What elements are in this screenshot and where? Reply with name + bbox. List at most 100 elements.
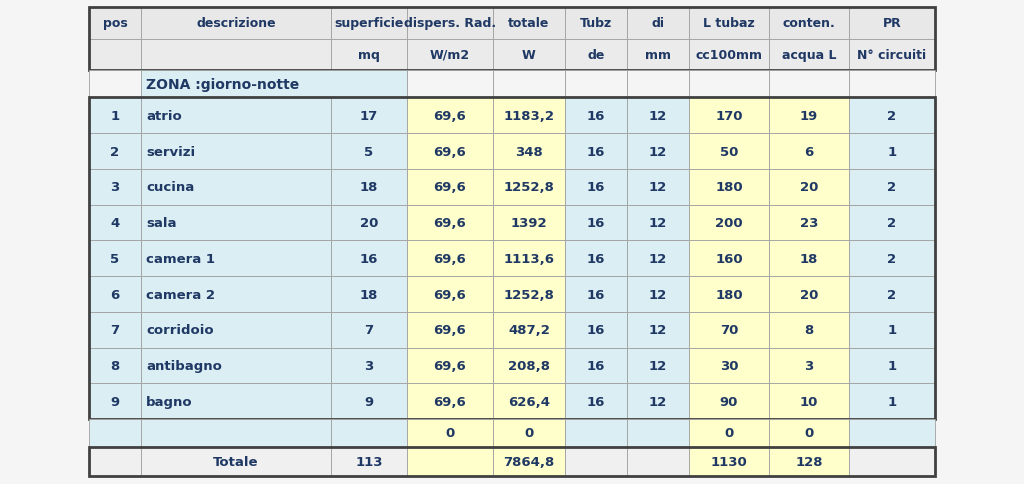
Text: sala: sala (146, 217, 176, 229)
Text: W: W (522, 49, 536, 61)
Bar (141, 169, 331, 205)
Text: cc100mm: cc100mm (695, 49, 763, 61)
Text: pos: pos (102, 17, 127, 30)
Bar (141, 277, 331, 312)
Text: 348: 348 (515, 145, 543, 158)
Text: 16: 16 (587, 395, 605, 408)
Text: 69,6: 69,6 (433, 288, 466, 301)
Text: mq: mq (358, 49, 380, 61)
Bar (627, 277, 689, 312)
Bar (769, 277, 849, 312)
Bar (89, 419, 141, 447)
Text: 128: 128 (796, 455, 822, 468)
Bar (407, 348, 493, 384)
Bar (407, 98, 493, 134)
Bar (407, 312, 493, 348)
Text: 1: 1 (888, 324, 897, 337)
Text: 2: 2 (888, 181, 897, 194)
Text: descrizione: descrizione (197, 17, 275, 30)
Bar (141, 205, 331, 241)
Text: 1113,6: 1113,6 (504, 252, 555, 265)
Text: L tubaz: L tubaz (703, 17, 755, 30)
Text: 1183,2: 1183,2 (504, 109, 555, 122)
Bar (689, 241, 769, 277)
Bar (565, 134, 627, 169)
Bar (627, 98, 689, 134)
Text: 9: 9 (111, 395, 120, 408)
Bar (141, 447, 331, 476)
Text: 16: 16 (587, 109, 605, 122)
Text: 90: 90 (720, 395, 738, 408)
Text: 1392: 1392 (511, 217, 547, 229)
Bar (627, 447, 689, 476)
Bar (849, 169, 935, 205)
Text: 50: 50 (720, 145, 738, 158)
Bar (407, 8, 493, 40)
Bar (627, 134, 689, 169)
Bar (565, 384, 627, 419)
Bar (627, 40, 689, 71)
Bar (689, 8, 769, 40)
Bar (89, 71, 141, 98)
Text: servizi: servizi (146, 145, 196, 158)
Bar (627, 312, 689, 348)
Bar (849, 134, 935, 169)
Bar (689, 134, 769, 169)
Text: 18: 18 (359, 288, 378, 301)
Bar (331, 205, 407, 241)
Bar (769, 241, 849, 277)
Bar (627, 71, 689, 98)
Text: 69,6: 69,6 (433, 181, 466, 194)
Bar (493, 98, 565, 134)
Text: 5: 5 (111, 252, 120, 265)
Text: 1: 1 (888, 395, 897, 408)
Bar (849, 205, 935, 241)
Bar (407, 134, 493, 169)
Bar (141, 8, 331, 40)
Bar (407, 241, 493, 277)
Text: 12: 12 (649, 324, 667, 337)
Text: 1252,8: 1252,8 (504, 181, 554, 194)
Bar (769, 134, 849, 169)
Bar (769, 40, 849, 71)
Bar (89, 98, 141, 134)
Bar (331, 348, 407, 384)
Text: W/m2: W/m2 (430, 49, 470, 61)
Bar (493, 71, 565, 98)
Text: 70: 70 (720, 324, 738, 337)
Bar (849, 71, 935, 98)
Text: 0: 0 (445, 426, 455, 439)
Bar (493, 205, 565, 241)
Text: 12: 12 (649, 395, 667, 408)
Bar (493, 169, 565, 205)
Bar (141, 384, 331, 419)
Bar (331, 169, 407, 205)
Text: conten.: conten. (782, 17, 836, 30)
Bar (769, 205, 849, 241)
Bar (565, 277, 627, 312)
Text: 0: 0 (805, 426, 814, 439)
Text: 10: 10 (800, 395, 818, 408)
Text: 19: 19 (800, 109, 818, 122)
Bar (849, 40, 935, 71)
Text: 4: 4 (111, 217, 120, 229)
Text: totale: totale (508, 17, 550, 30)
Text: 16: 16 (587, 217, 605, 229)
Text: 0: 0 (724, 426, 733, 439)
Bar (407, 40, 493, 71)
Bar (769, 169, 849, 205)
Text: 69,6: 69,6 (433, 109, 466, 122)
Bar (89, 384, 141, 419)
Bar (769, 312, 849, 348)
Text: camera 1: camera 1 (146, 252, 215, 265)
Text: 69,6: 69,6 (433, 217, 466, 229)
Bar (331, 384, 407, 419)
Bar (141, 40, 331, 71)
Text: 7864,8: 7864,8 (504, 455, 555, 468)
Bar (493, 384, 565, 419)
Bar (407, 71, 493, 98)
Text: 2: 2 (888, 288, 897, 301)
Text: 180: 180 (715, 288, 742, 301)
Text: 113: 113 (355, 455, 383, 468)
Text: 16: 16 (587, 181, 605, 194)
